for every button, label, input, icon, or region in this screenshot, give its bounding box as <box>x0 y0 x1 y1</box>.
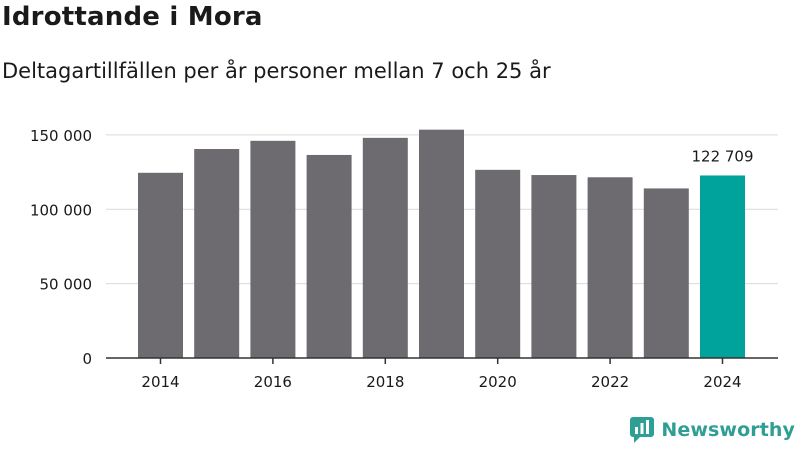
data-label: 122 709 <box>691 147 753 165</box>
y-tick-label: 0 <box>82 350 92 368</box>
bar <box>306 154 352 358</box>
bar <box>587 177 633 358</box>
bar <box>194 149 240 358</box>
y-tick-label: 50 000 <box>40 276 93 294</box>
bar <box>250 140 296 358</box>
y-tick-label: 100 000 <box>30 201 92 219</box>
chart-subtitle: Deltagartillfällen per år personer mella… <box>2 59 551 83</box>
newsworthy-logo-icon <box>630 417 655 443</box>
highlighted-bar <box>700 175 745 358</box>
y-tick-label: 150 000 <box>30 127 92 145</box>
bar <box>138 172 183 358</box>
bar <box>643 188 689 358</box>
bar <box>531 175 577 358</box>
chart-title: Idrottande i Mora <box>2 2 263 32</box>
x-tick-label: 2022 <box>591 373 629 391</box>
x-tick-label: 2024 <box>703 373 741 391</box>
x-tick-label: 2016 <box>254 373 292 391</box>
bar <box>419 129 464 358</box>
x-tick-label: 2018 <box>366 373 404 391</box>
x-tick-label: 2020 <box>479 373 517 391</box>
x-tick-label: 2014 <box>141 373 179 391</box>
bar <box>362 137 408 358</box>
brand-logo: Newsworthy <box>629 415 795 445</box>
bar <box>475 169 521 358</box>
brand-name: Newsworthy <box>661 419 795 441</box>
